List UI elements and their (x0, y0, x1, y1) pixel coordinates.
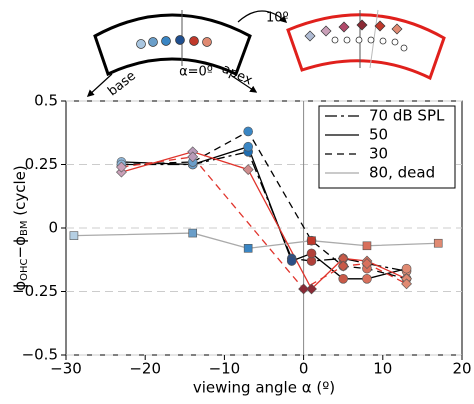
x-tick-label: 10 (373, 360, 392, 378)
point (306, 283, 317, 295)
point (242, 164, 254, 176)
point (286, 256, 297, 266)
x-axis-label: viewing angle α (º) (193, 379, 335, 397)
legend-label: 50 (369, 126, 388, 144)
base-arrow (86, 73, 113, 97)
apex-arrow (231, 75, 258, 93)
legend-label: 70 dB SPL (369, 107, 445, 125)
series-line (121, 156, 407, 290)
legend-label: 30 (369, 145, 388, 163)
point (433, 238, 443, 248)
y-label-part: (cycle) (11, 165, 29, 220)
apex-label: apex (219, 62, 254, 89)
point (362, 273, 372, 284)
point (116, 161, 127, 173)
left-sector (93, 13, 252, 77)
rotation-label: 10º (266, 11, 289, 26)
y-tick-label: 0.5 (34, 92, 58, 110)
point (362, 241, 372, 251)
y-tick-label: −0.25 (12, 282, 58, 300)
point (298, 283, 310, 295)
x-tick-label: 0 (299, 360, 309, 378)
point (243, 244, 253, 253)
x-tick-label: 20 (452, 360, 471, 378)
point (69, 231, 79, 240)
legend-label: 80, dead (369, 164, 435, 182)
y-axis-label: ϕOHC−ϕBM (cycle) (11, 165, 31, 291)
series-line (73, 232, 439, 249)
y-label-part: ϕ (11, 281, 29, 291)
right-dots (331, 36, 408, 52)
point (306, 248, 317, 259)
right-sector (286, 13, 446, 81)
x-tick-label: −20 (129, 360, 161, 378)
point (243, 126, 253, 137)
y-label-part: BM (19, 221, 30, 237)
point (401, 263, 412, 274)
left-dots (136, 35, 212, 49)
rotation-arrow (237, 10, 288, 23)
point (401, 278, 412, 290)
point (307, 236, 316, 245)
x-tick-label: −30 (50, 360, 82, 378)
legend-box (318, 105, 456, 189)
y-tick-label: 0 (48, 219, 58, 237)
y-label-part: OHC (19, 258, 30, 280)
point (188, 228, 198, 238)
point (338, 273, 349, 284)
right-diamonds (304, 19, 403, 42)
point (243, 141, 253, 152)
point (337, 260, 349, 272)
y-label-part: −ϕ (11, 236, 29, 259)
point (187, 151, 199, 163)
alpha-label: α=0º (179, 65, 213, 80)
cochlea-diagram: α=0º base apex 10º (86, 9, 446, 99)
point (361, 258, 373, 269)
y-tick-label: 0.25 (25, 155, 58, 173)
x-tick-label: −10 (209, 360, 241, 378)
y-tick-label: −0.5 (22, 346, 58, 364)
